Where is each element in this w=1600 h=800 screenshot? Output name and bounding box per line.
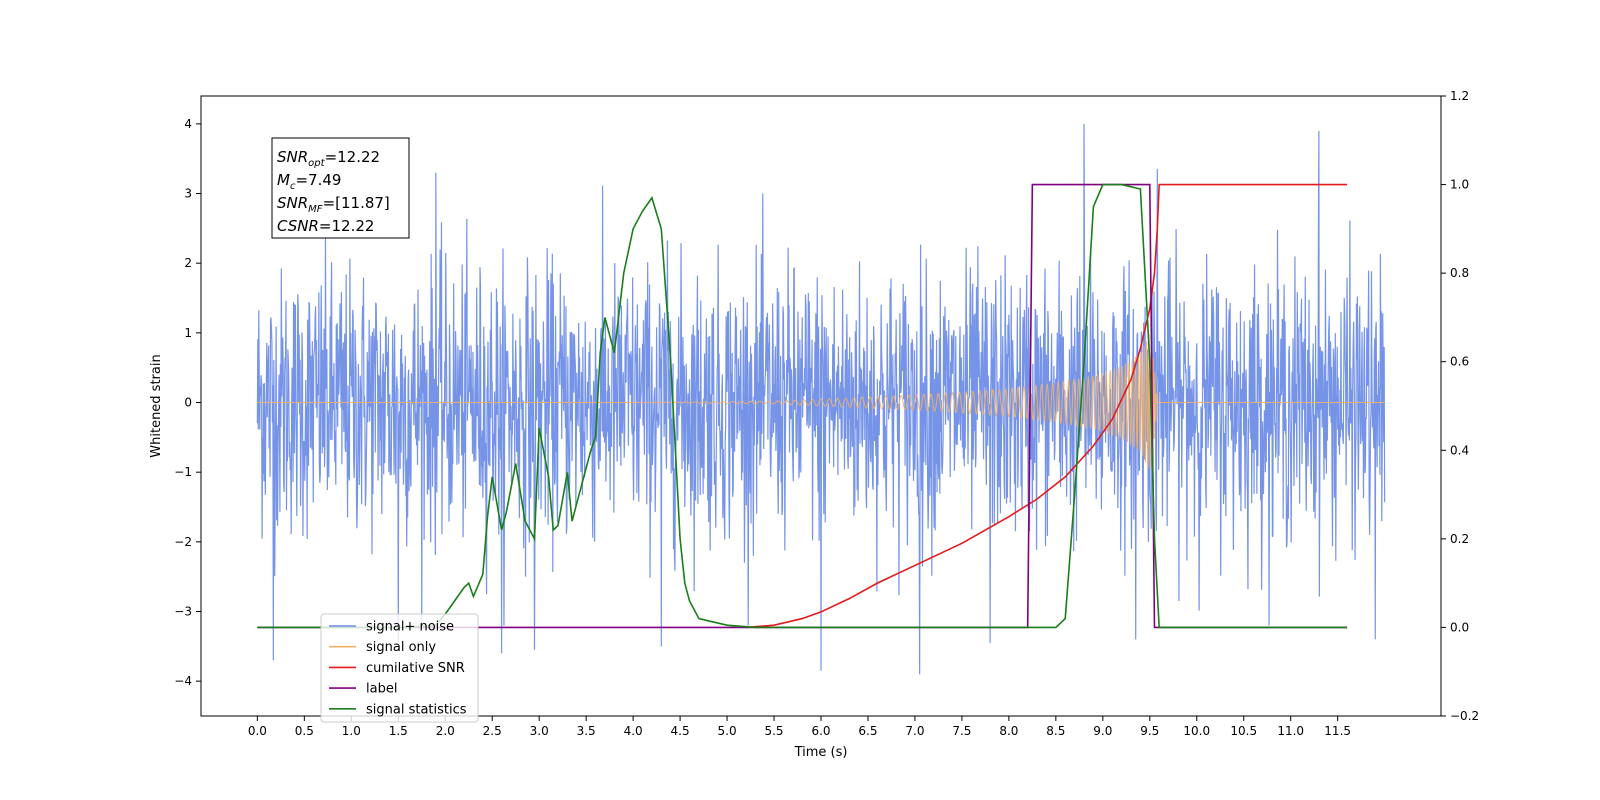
y-tick-label: 1 <box>184 326 192 340</box>
y-tick-label: −2 <box>174 535 192 549</box>
legend-frame <box>320 613 479 723</box>
y-tick-label: 0 <box>184 396 192 410</box>
x-tick-label: 10.0 <box>1183 724 1210 738</box>
legend-label: signal only <box>366 640 436 655</box>
x-tick-label: 4.5 <box>671 724 690 738</box>
legend-entry: signal statistics <box>329 702 467 717</box>
x-tick-label: 8.5 <box>1046 724 1065 738</box>
x-axis-label: Time (s) <box>794 745 848 760</box>
y2-tick-label: 0.4 <box>1450 443 1469 457</box>
y2-tick-label: 0.0 <box>1450 620 1469 634</box>
x-tick-label: 0.0 <box>248 724 267 738</box>
legend-entry: signal only <box>329 640 436 655</box>
x-tick-label: 10.5 <box>1230 724 1257 738</box>
y-axis-label: Whitened strain <box>149 354 164 457</box>
legend-label: cumilative SNR <box>366 661 465 676</box>
y-tick-label: 4 <box>184 117 192 131</box>
x-tick-label: 1.0 <box>342 724 361 738</box>
x-tick-label: 0.5 <box>295 724 314 738</box>
x-tick-label: 5.5 <box>764 724 783 738</box>
x-tick-label: 11.0 <box>1277 724 1304 738</box>
y2-tick-label: 0.2 <box>1450 532 1469 546</box>
legend-label: signal statistics <box>366 702 467 717</box>
x-tick-label: 8.0 <box>999 724 1018 738</box>
annotation-frame <box>271 137 410 239</box>
legend-entry: cumilative SNR <box>329 661 465 676</box>
y-tick-label: −1 <box>174 465 192 479</box>
x-tick-label: 1.5 <box>389 724 408 738</box>
y2-tick-label: 1.0 <box>1450 178 1469 192</box>
annotation-line: SNRMF=[11.87] <box>277 194 390 215</box>
series-signal-only-line <box>257 334 1385 470</box>
series-signal-noise-line <box>256 123 1386 675</box>
x-tick-label: 11.5 <box>1324 724 1351 738</box>
x-tick-label: 2.5 <box>483 724 502 738</box>
y2-tick-label: −0.2 <box>1450 709 1479 723</box>
annotation-line: CSNR=12.22 <box>277 217 374 235</box>
legend-label: label <box>366 682 397 697</box>
x-tick-label: 5.0 <box>718 724 737 738</box>
x-tick-label: 3.5 <box>577 724 596 738</box>
x-tick-label: 3.0 <box>530 724 549 738</box>
x-tick-label: 9.5 <box>1140 724 1159 738</box>
legend-entry: signal+ noise <box>329 620 454 635</box>
y-tick-label: 2 <box>184 256 192 270</box>
y-tick-label: −4 <box>174 674 192 688</box>
x-tick-label: 7.5 <box>952 724 971 738</box>
y-axis-right: −0.2 0.0 0.2 0.4 0.6 0.8 1.0 1.2 <box>1441 89 1479 723</box>
x-axis: 0.0 0.5 1.0 1.5 2.0 2.5 3.0 3.5 4.0 4.5 5.0 5.5 6.0 6… <box>248 716 1351 738</box>
y-axis-left: −4 −3 −2 −1 0 1 2 3 4 <box>174 117 201 688</box>
annotation-line: SNRopt=12.22 <box>277 148 380 169</box>
x-tick-label: 9.0 <box>1093 724 1112 738</box>
x-tick-label: 4.0 <box>624 724 643 738</box>
y2-tick-label: 0.8 <box>1450 266 1469 280</box>
y-tick-label: −3 <box>174 605 192 619</box>
legend-label: signal+ noise <box>366 620 454 635</box>
x-tick-label: 2.0 <box>436 724 455 738</box>
y2-tick-label: 0.6 <box>1450 355 1469 369</box>
x-tick-label: 6.5 <box>858 724 877 738</box>
y2-tick-label: 1.2 <box>1450 89 1469 103</box>
x-tick-label: 7.0 <box>905 724 924 738</box>
noise-series <box>256 123 1386 675</box>
series-signal-statistics-line <box>257 183 1348 629</box>
annotation-line: Mc=7.49 <box>277 171 341 192</box>
y-tick-label: 3 <box>184 187 192 201</box>
right-axis-series <box>257 183 1348 629</box>
series-cumilative-snr-line <box>745 183 1348 629</box>
x-tick-label: 6.0 <box>811 724 830 738</box>
signal-only-series <box>257 334 1385 470</box>
legend: signal+ noise signal only cumilative SNR la… <box>320 613 479 723</box>
legend-entry: label <box>329 682 397 697</box>
